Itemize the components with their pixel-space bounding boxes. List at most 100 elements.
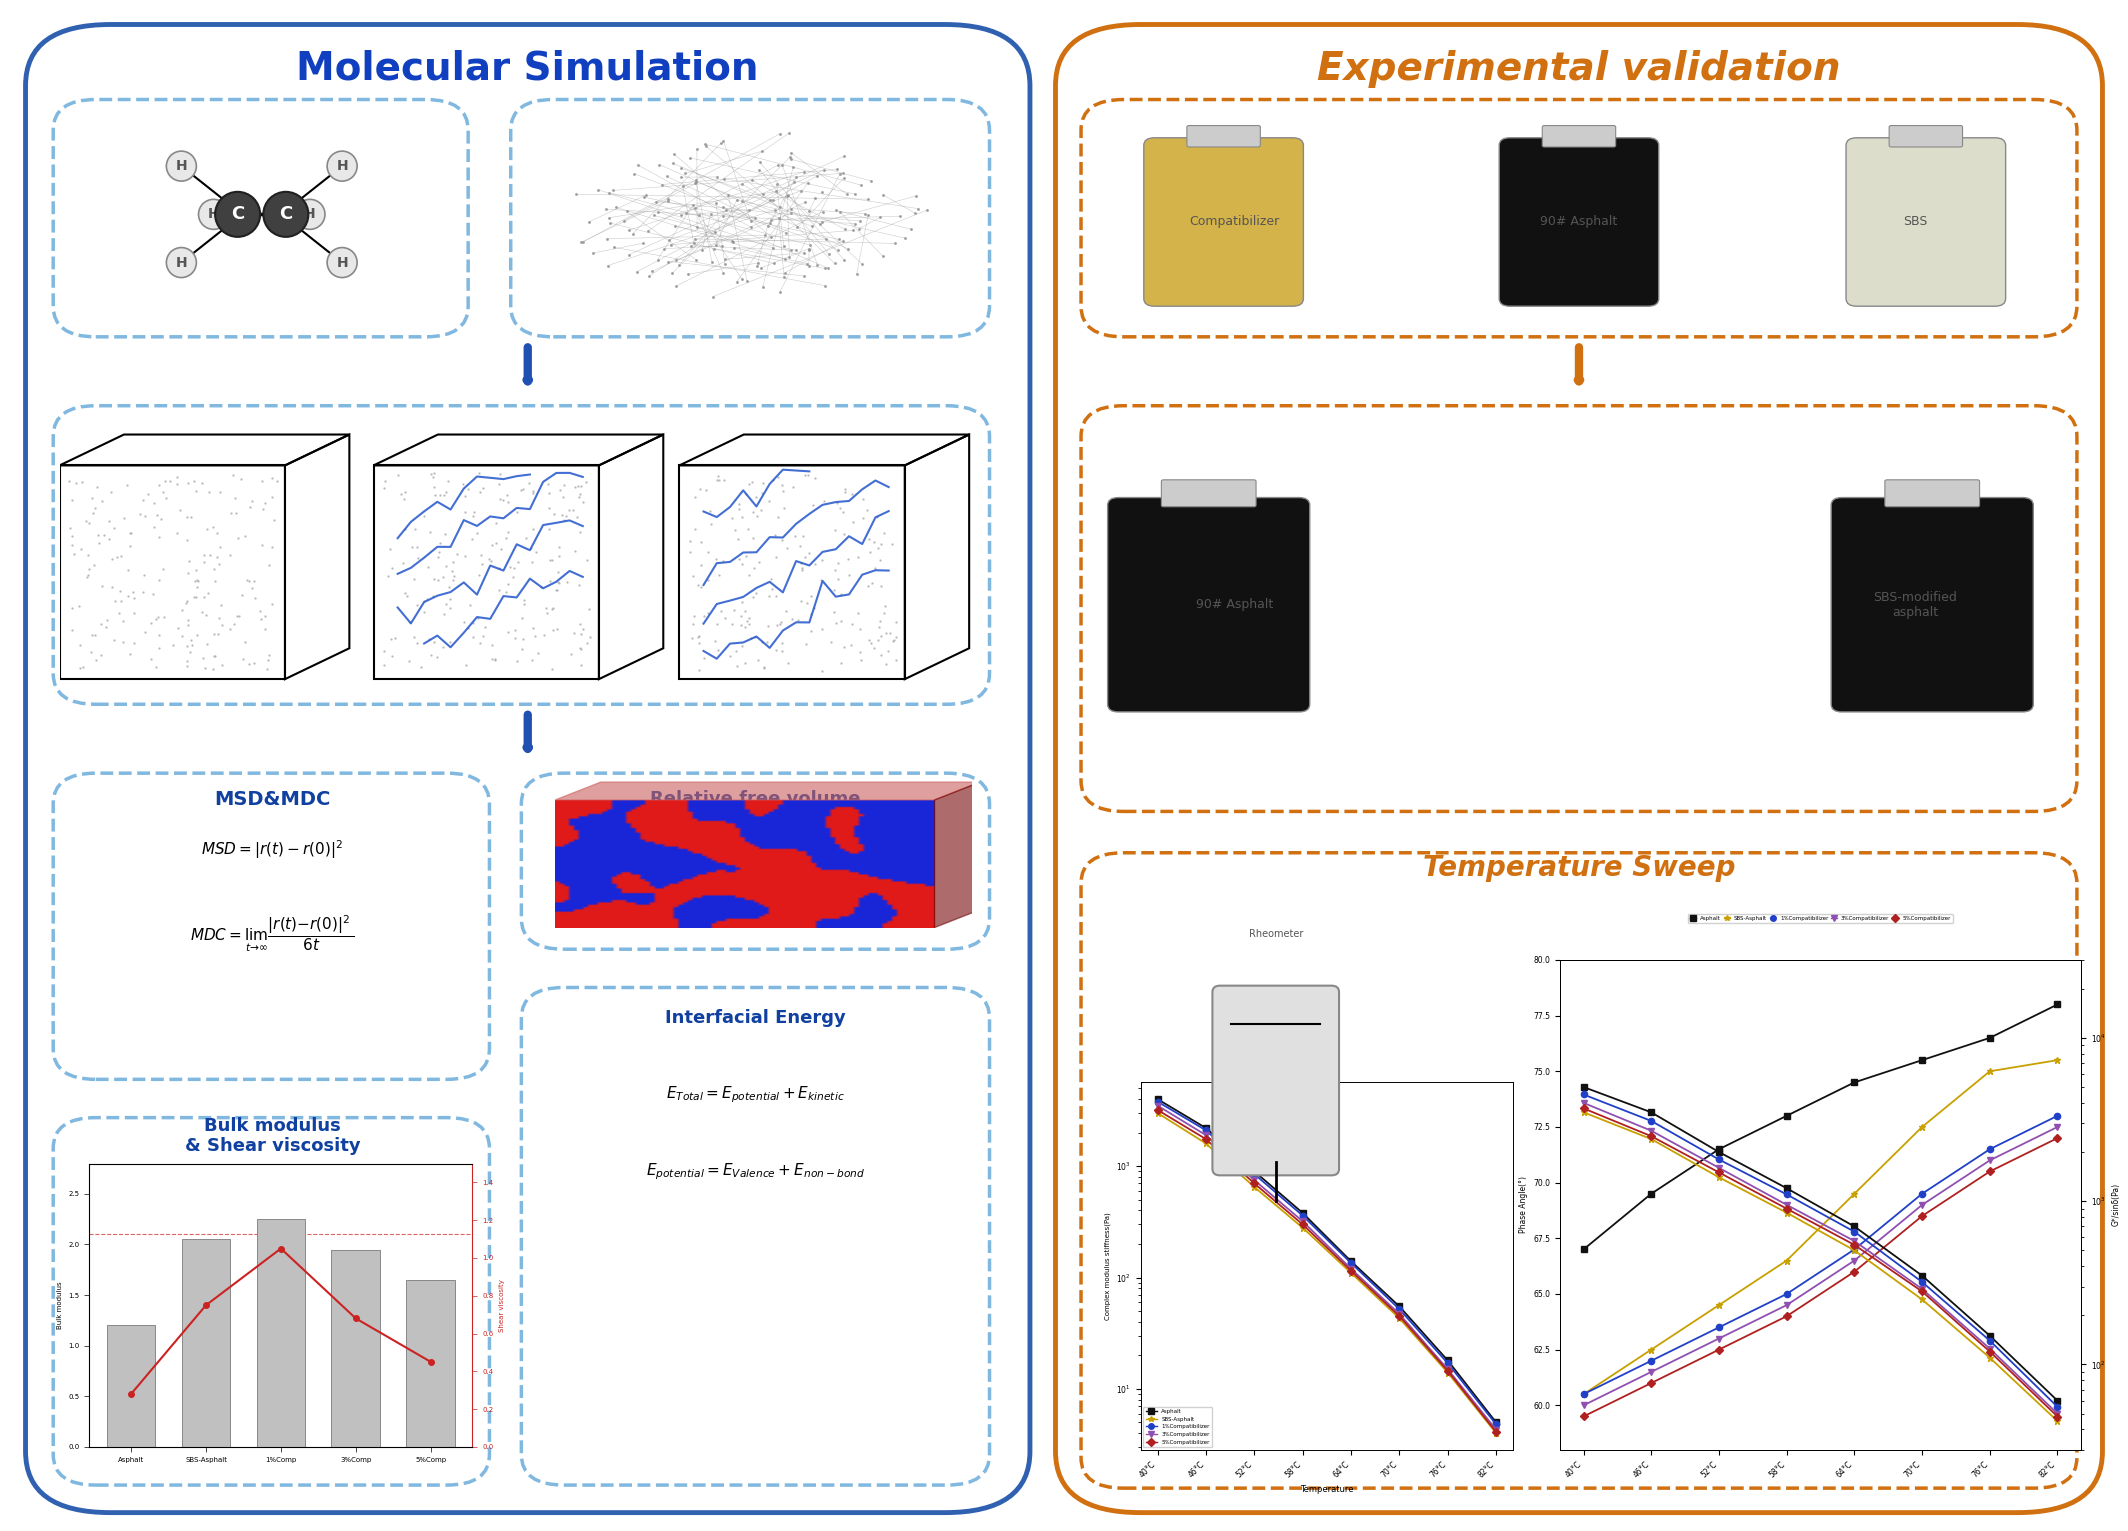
Point — [392, 649, 426, 674]
Point — [415, 643, 449, 668]
Point — [70, 544, 104, 568]
Point — [389, 517, 423, 542]
Point — [102, 602, 136, 626]
Point — [792, 236, 826, 260]
Point — [804, 179, 838, 204]
Point — [489, 580, 523, 605]
Y-axis label: Shear viscosity: Shear viscosity — [498, 1278, 504, 1332]
Text: Bulk modulus
& Shear viscosity: Bulk modulus & Shear viscosity — [185, 1116, 360, 1156]
Point — [170, 608, 204, 632]
Point — [758, 522, 792, 547]
Point — [483, 462, 517, 487]
Point — [717, 597, 751, 622]
Point — [851, 628, 885, 652]
Point — [257, 507, 292, 531]
FancyBboxPatch shape — [1107, 498, 1309, 712]
Point — [732, 563, 766, 588]
Point — [730, 269, 764, 294]
Point — [783, 533, 817, 557]
Point — [234, 576, 268, 600]
Point — [170, 560, 204, 585]
Point — [506, 591, 541, 615]
Point — [249, 491, 283, 516]
Point — [770, 536, 804, 560]
Point — [113, 521, 147, 545]
Point — [458, 501, 492, 525]
Point — [636, 204, 670, 228]
Point — [204, 592, 238, 617]
Point — [447, 544, 481, 568]
Point — [760, 612, 794, 637]
Point — [730, 609, 764, 634]
Point — [777, 475, 811, 499]
Point — [858, 635, 892, 660]
Point — [792, 199, 826, 224]
Point — [785, 524, 819, 548]
Point — [549, 570, 583, 594]
Point — [430, 592, 464, 617]
Point — [77, 553, 111, 577]
Point — [398, 625, 432, 649]
Line: SBS-Asphalt: SBS-Asphalt — [1153, 1110, 1500, 1436]
Point — [792, 462, 826, 487]
Point — [768, 599, 802, 623]
Point — [768, 220, 802, 245]
Point — [832, 563, 866, 588]
Point — [213, 617, 247, 641]
Point — [794, 233, 828, 257]
Point — [787, 545, 821, 570]
Point — [672, 528, 706, 553]
Point — [872, 622, 907, 646]
Point — [485, 537, 519, 562]
Point — [781, 216, 815, 240]
Point — [411, 554, 445, 579]
Point — [149, 468, 183, 493]
Point — [213, 542, 247, 566]
Point — [123, 501, 157, 525]
Point — [79, 475, 113, 499]
Point — [85, 488, 119, 513]
Point — [553, 641, 587, 666]
Point — [687, 605, 721, 629]
Point — [741, 504, 775, 528]
Point — [775, 147, 809, 171]
Point — [641, 248, 675, 273]
1%Compatibilizer — [1290, 1206, 1315, 1225]
5%Compatibilizer — [1387, 1307, 1413, 1326]
Point — [179, 585, 213, 609]
Point — [413, 521, 447, 545]
Point — [238, 586, 272, 611]
Point — [766, 479, 800, 504]
Point — [702, 468, 736, 493]
Point — [189, 517, 223, 542]
Point — [415, 465, 449, 490]
Point — [464, 479, 498, 504]
Point — [83, 611, 117, 635]
Point — [160, 464, 194, 488]
Point — [387, 580, 421, 605]
Point — [900, 196, 934, 220]
Point — [866, 243, 900, 268]
Point — [828, 165, 862, 190]
Point — [400, 534, 434, 559]
Point — [104, 588, 138, 612]
Circle shape — [328, 152, 358, 181]
Text: $MSD = |r(t) - r(0)|^2$: $MSD = |r(t) - r(0)|^2$ — [202, 839, 343, 860]
Point — [875, 629, 909, 654]
Point — [98, 628, 132, 652]
Point — [247, 496, 281, 521]
Point — [455, 625, 489, 649]
Point — [736, 527, 770, 551]
Point — [138, 514, 172, 539]
Point — [830, 182, 864, 207]
Text: Experimental validation: Experimental validation — [1317, 51, 1841, 87]
Point — [398, 517, 432, 542]
Point — [753, 488, 787, 513]
Bar — [406, 1280, 455, 1447]
Asphalt — [1387, 1297, 1413, 1315]
Point — [198, 645, 232, 669]
Point — [217, 487, 251, 511]
Point — [560, 182, 594, 207]
Point — [755, 467, 789, 491]
Point — [655, 260, 689, 285]
